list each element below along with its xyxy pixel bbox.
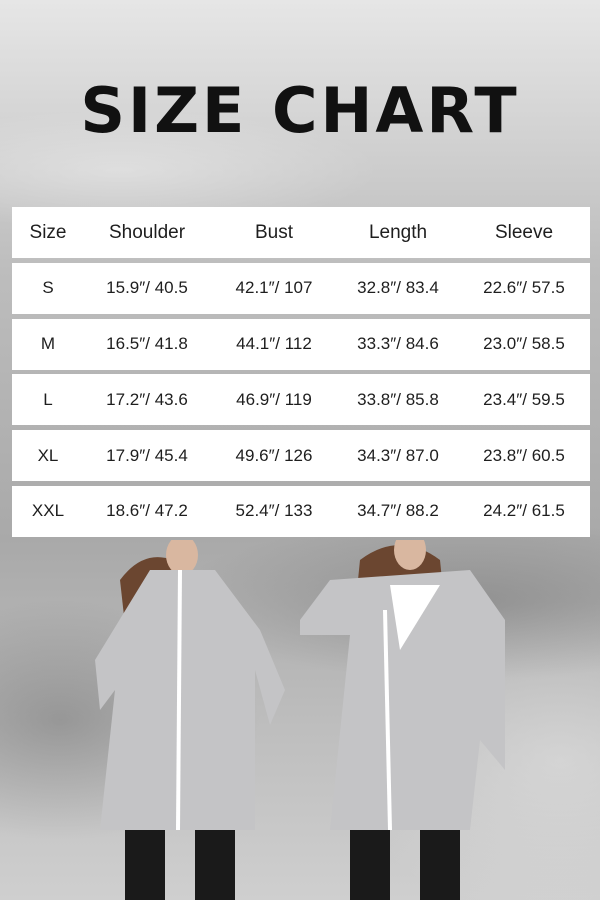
- size-table: Size Shoulder Bust Length Sleeve S 15.9″/…: [12, 207, 590, 542]
- measurement-cell: 34.3″/ 87.0: [357, 445, 439, 465]
- measurement-cell: 52.4″/ 133: [235, 501, 313, 521]
- size-cell: S: [42, 278, 54, 298]
- measurement-cell: 49.6″/ 126: [235, 445, 313, 465]
- measurement-cell: 23.8″/ 60.5: [483, 445, 565, 465]
- measurement-cell: 17.9″/ 45.4: [106, 445, 188, 465]
- page-title: SIZE CHART: [80, 74, 520, 147]
- measurement-cell: 34.7″/ 88.2: [357, 501, 439, 521]
- model-right: [300, 540, 505, 900]
- measurement-cell: 23.4″/ 59.5: [483, 389, 565, 409]
- header-cell: Length: [368, 221, 428, 243]
- table-row: M 16.5″/ 41.8 44.1″/ 112 33.3″/ 84.6 23.0″/ …: [12, 318, 590, 370]
- measurement-cell: 46.9″/ 119: [236, 389, 312, 409]
- table-row: XL 17.9″/ 45.4 49.6″/ 126 34.3″/ 87.0 23.8″/…: [12, 430, 590, 482]
- header-cell: Sleeve: [494, 221, 554, 243]
- size-cell: XL: [37, 445, 59, 465]
- measurement-cell: 33.8″/ 85.8: [357, 389, 439, 409]
- measurement-cell: 22.6″/ 57.5: [483, 278, 565, 298]
- header-cell: Shoulder: [108, 221, 186, 243]
- measurement-cell: 44.1″/ 112: [236, 334, 312, 354]
- header-cell: Bust: [254, 221, 294, 243]
- size-cell: M: [40, 334, 56, 354]
- measurement-cell: 24.2″/ 61.5: [483, 501, 565, 521]
- size-cell: XXL: [31, 501, 65, 521]
- size-cell: L: [43, 389, 53, 409]
- header-cell: Size: [29, 221, 67, 243]
- table-row: S 15.9″/ 40.5 42.1″/ 107 32.8″/ 83.4 22.6″/ …: [12, 262, 590, 314]
- measurement-cell: 16.5″/ 41.8: [106, 334, 188, 354]
- measurement-cell: 33.3″/ 84.6: [357, 334, 439, 354]
- model-photos: [95, 540, 505, 900]
- measurement-cell: 15.9″/ 40.5: [106, 278, 188, 298]
- measurement-cell: 23.0″/ 58.5: [483, 334, 565, 354]
- table-row: XXL 18.6″/ 47.2 52.4″/ 133 34.7″/ 88.2 24.2″…: [12, 485, 590, 537]
- table-header: Size Shoulder Bust Length Sleeve: [12, 207, 590, 258]
- measurement-cell: 17.2″/ 43.6: [106, 389, 188, 409]
- model-left: [95, 540, 285, 900]
- measurement-cell: 18.6″/ 47.2: [106, 501, 188, 521]
- table-row: L 17.2″/ 43.6 46.9″/ 119 33.8″/ 85.8 23.4″/ …: [12, 374, 590, 426]
- measurement-cell: 32.8″/ 83.4: [357, 278, 439, 298]
- measurement-cell: 42.1″/ 107: [235, 278, 313, 298]
